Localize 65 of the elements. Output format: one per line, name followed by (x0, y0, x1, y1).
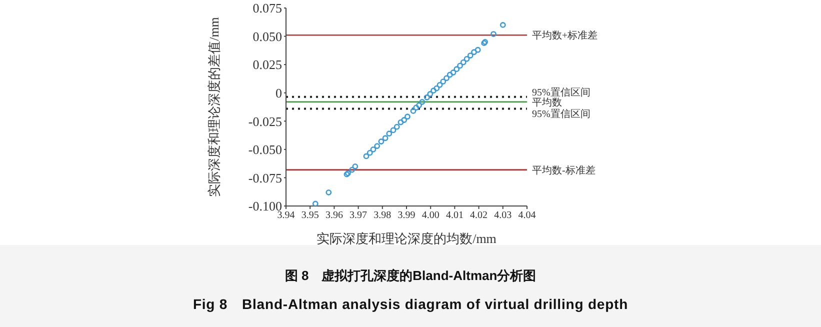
point (386, 130, 392, 137)
point (436, 82, 443, 88)
x-tick-label: 3.98 (374, 210, 392, 222)
x-tick-label: 3.99 (398, 210, 416, 222)
point (370, 146, 376, 152)
y-tick-label: 0.075 (252, 0, 282, 16)
point (464, 56, 470, 62)
y-tick-label: -0.025 (248, 114, 282, 129)
point (404, 114, 410, 120)
x-tick-label: 3.95 (301, 210, 319, 222)
y-tick-label: 0 (276, 85, 282, 100)
point (444, 75, 450, 82)
caption: 图 8 虚拟打孔深度的Bland-Altman分析图 (284, 267, 538, 285)
point (450, 70, 456, 76)
x-tick-label: 4.03 (494, 210, 512, 222)
point (427, 91, 434, 97)
x-tick-label: 3.96 (325, 210, 343, 222)
x-tick-label: 4.04 (518, 210, 536, 222)
point (366, 150, 373, 156)
point (434, 85, 440, 92)
point (390, 127, 396, 134)
point (424, 94, 430, 100)
point (374, 143, 380, 149)
point (440, 78, 446, 84)
point (312, 200, 318, 206)
ref-line-label: 95%置信区间 (532, 86, 590, 98)
point (349, 166, 355, 173)
point (460, 59, 466, 66)
point (471, 49, 477, 56)
point (398, 119, 404, 126)
point (430, 88, 436, 94)
point (467, 52, 474, 58)
point (352, 163, 358, 170)
x-tick-label: 4.00 (422, 210, 440, 222)
point (413, 104, 420, 111)
point (446, 72, 453, 78)
point (394, 124, 400, 130)
point (416, 102, 422, 108)
caption: Fig 8 Bland-Altman analysis diagram of virtual drilling depth (192, 296, 630, 314)
y-tick-label: 0.050 (252, 28, 282, 44)
x-tick-label: 3.94 (277, 210, 295, 222)
ref-line-label: 平均数 (532, 96, 562, 108)
point (454, 66, 460, 72)
point (500, 22, 506, 28)
x-tick-label: 3.97 (350, 210, 368, 222)
y-axis-title: 实际深度和理论深度的差值/mm (206, 17, 222, 197)
ref-line-label: 95%置信区间 (532, 108, 590, 120)
y-tick-label: -0.050 (248, 142, 282, 158)
x-tick-label: 4.02 (470, 210, 488, 222)
x-axis-title: 实际深度和理论深度的均数/mm (316, 231, 496, 246)
point (457, 62, 463, 69)
point (363, 153, 370, 160)
point (326, 189, 332, 196)
ref-line-label: 平均数+标准差 (532, 30, 598, 42)
point (490, 31, 496, 37)
point (401, 117, 408, 123)
point (474, 46, 481, 53)
point (410, 108, 416, 114)
point (382, 135, 388, 142)
point (378, 138, 384, 144)
y-tick-label: -0.075 (248, 170, 282, 186)
y-tick-label: 0.025 (252, 57, 282, 72)
x-tick-label: 4.01 (446, 210, 464, 222)
ref-line-label: 平均数-标准差 (532, 164, 596, 176)
point (419, 98, 426, 105)
